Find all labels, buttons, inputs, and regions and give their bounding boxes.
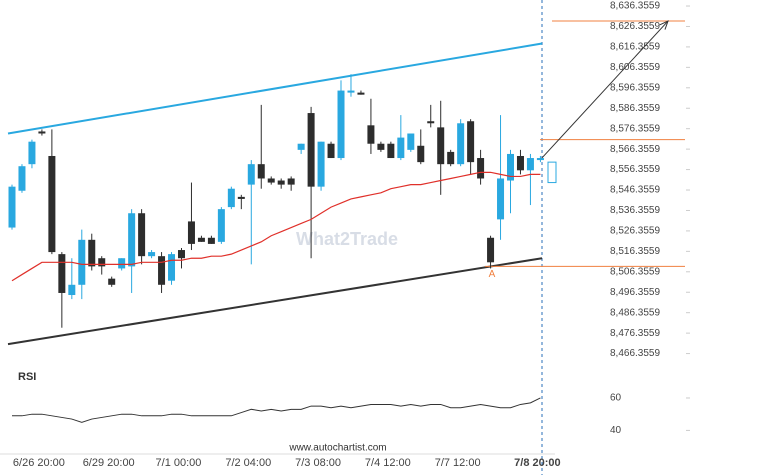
x-tick-label: 7/8 20:00 [514,457,560,469]
candle-body [177,250,185,259]
candle-body [48,155,56,253]
watermark: What2Trade [296,229,398,249]
candle-body [207,237,215,244]
candle-body [257,164,265,179]
candle-body [237,196,245,199]
y-tick-label: 8,606.3559 [610,62,660,73]
candle-body [28,141,36,165]
candle-body [297,143,305,150]
candle-body [277,180,285,185]
y-tick-label: 8,596.3559 [610,82,660,93]
rsi-line [12,397,541,423]
candle-body [427,121,435,124]
candle-body [187,221,195,244]
x-tick-label: 6/26 20:00 [13,457,65,469]
x-tick-label: 6/29 20:00 [83,457,135,469]
candle-body [18,166,26,191]
candle-body [168,254,176,281]
y-tick-label: 8,636.3559 [610,1,660,12]
forecast-range [547,161,557,184]
candle-body [98,258,106,267]
y-tick-label: 8,526.3559 [610,226,660,237]
candle-body [158,256,166,285]
candle-body [58,254,66,293]
y-tick-label: 8,626.3559 [610,21,660,32]
candle-body [377,143,385,150]
candle-body [68,284,76,296]
x-tick-label: 7/2 04:00 [225,457,271,469]
candle-body [437,127,445,165]
x-tick-label: 7/1 00:00 [156,457,202,469]
lower-channel [7,257,543,346]
candle-body [516,155,524,171]
x-tick-label: 7/7 12:00 [435,457,481,469]
rsi-tick-label: 40 [610,425,622,436]
arrow-head [659,20,669,30]
candle-body [337,90,345,159]
candle-body [267,178,275,183]
candle-body [487,237,495,263]
y-tick-label: 8,536.3559 [610,205,660,216]
candle-body [227,188,235,208]
candle-body [457,123,465,165]
candle-body [197,237,205,242]
y-tick-label: 8,586.3559 [610,103,660,114]
y-tick-label: 8,566.3559 [610,144,660,155]
candle-body [357,92,365,95]
candle-body [467,121,475,163]
x-tick-label: 7/4 12:00 [365,457,411,469]
candle-body [307,113,315,187]
y-tick-label: 8,486.3559 [610,307,660,318]
candle-body [536,158,544,161]
candle-body [447,151,455,165]
candle-body [217,209,225,242]
candle-body [497,178,505,220]
candle-body [38,131,46,134]
candle-body [397,137,405,159]
candle-body [88,239,96,267]
candle-body [407,133,415,150]
y-tick-label: 8,576.3559 [610,123,660,134]
y-tick-label: 8,466.3559 [610,348,660,359]
candle-body [108,278,116,285]
rsi-label: RSI [18,371,36,383]
candle-body [8,186,16,228]
candle-body [347,90,355,93]
y-tick-label: 8,476.3559 [610,328,660,339]
y-tick-label: 8,546.3559 [610,185,660,196]
footer: www.autochartist.com [288,443,386,454]
upper-channel [7,42,543,135]
candle-body [247,164,255,185]
y-tick-label: 8,496.3559 [610,287,660,298]
moving-average [11,171,541,282]
y-tick-label: 8,506.3559 [610,266,660,277]
candle-body [526,158,534,171]
candle-body [138,213,146,257]
x-tick-label: 7/3 08:00 [295,457,341,469]
candle-body [287,178,295,185]
y-tick-label: 8,516.3559 [610,246,660,257]
pattern-label: A [489,269,496,280]
candle-body [118,258,126,269]
y-tick-label: 8,556.3559 [610,164,660,175]
y-tick-label: 8,616.3559 [610,42,660,53]
forecast-arrow [539,20,669,161]
candle-body [78,239,86,285]
candle-body [417,145,425,163]
candle-body [367,125,375,144]
candle-body [317,141,325,187]
candle-body [327,143,335,159]
candle-body [477,158,485,179]
candle-body [387,143,395,159]
candle-body [128,213,136,267]
candle-body [148,252,156,257]
candle-body [507,153,514,181]
rsi-tick-label: 60 [610,393,622,404]
